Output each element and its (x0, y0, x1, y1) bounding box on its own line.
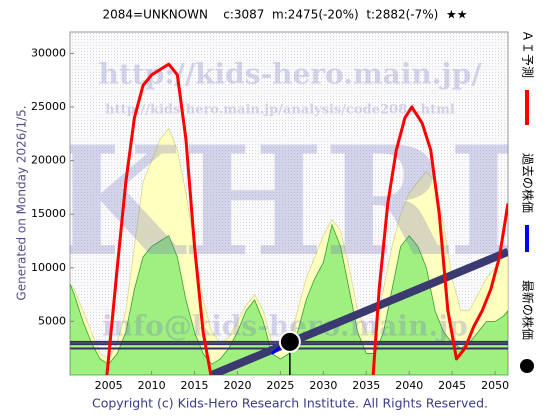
x-tick-label: 2015 (181, 379, 209, 392)
trend-band (210, 248, 508, 375)
y-tick-label: 25000 (31, 100, 66, 113)
x-tick-label: 2030 (309, 379, 337, 392)
series-line (105, 62, 508, 375)
y-tick-label: 10000 (31, 261, 66, 274)
watermark: http://kids-hero.main.jp/analysis/code20… (105, 103, 455, 118)
legend-label: 過去の株価 (521, 153, 536, 213)
x-tick-label: 2010 (138, 379, 166, 392)
x-tick-label: 2050 (481, 379, 509, 392)
watermark: KHRI (52, 114, 519, 290)
y-tick-label: 20000 (31, 154, 66, 167)
legend-label: ＡＩ予測 (521, 30, 535, 78)
chart-title: 2084=UNKNOWN c:3087 m:2475(-20%) t:2882(… (103, 8, 468, 22)
watermark: http://kids-hero.main.jp/ (99, 58, 483, 91)
legend-swatch (520, 359, 534, 373)
legend-label: 最新の株価 (521, 280, 536, 340)
x-tick-label: 2025 (266, 379, 294, 392)
copyright: Copyright (c) Kids-Hero Research Institu… (92, 396, 488, 411)
x-tick-label: 2040 (395, 379, 423, 392)
y-tick-label: 5000 (38, 314, 66, 327)
generated-date: Generated on Monday 2026/1/5. (15, 105, 29, 300)
x-tick-label: 2045 (438, 379, 466, 392)
x-tick-label: 2035 (352, 379, 380, 392)
x-tick-label: 2005 (95, 379, 123, 392)
plot: http://kids-hero.main.jp/http://kids-her… (52, 58, 519, 375)
x-tick-label: 2020 (223, 379, 251, 392)
y-tick-label: 30000 (31, 46, 66, 59)
y-tick-label: 15000 (31, 207, 66, 220)
latest-point (278, 330, 301, 353)
